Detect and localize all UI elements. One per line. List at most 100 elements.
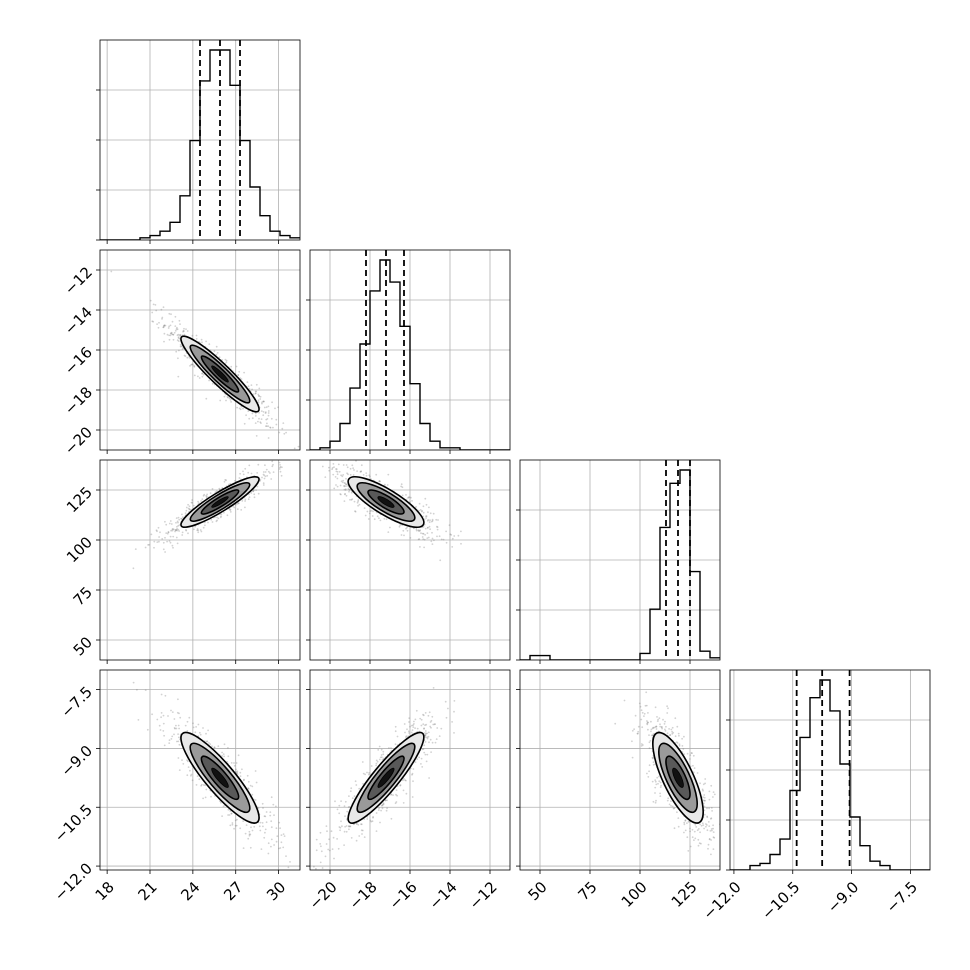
- scatter-panel-1-3: [306, 669, 511, 874]
- sample-point: [676, 725, 679, 728]
- panel-contents: [100, 250, 300, 454]
- sample-point: [631, 756, 634, 759]
- sample-point: [371, 515, 374, 517]
- sample-point: [344, 815, 346, 818]
- sample-point: [370, 509, 373, 512]
- sample-point: [343, 485, 346, 488]
- sample-point: [343, 830, 346, 833]
- sample-point: [185, 529, 187, 531]
- sample-point: [411, 796, 414, 798]
- sample-point: [183, 354, 186, 357]
- sample-point: [182, 763, 185, 765]
- sample-point: [623, 699, 626, 702]
- sample-point: [448, 524, 451, 527]
- x-tick-label: −12.0: [699, 878, 744, 923]
- sample-point: [659, 795, 662, 797]
- sample-point: [293, 447, 296, 450]
- sample-point: [694, 823, 697, 826]
- sample-point: [424, 741, 427, 743]
- sample-point: [194, 525, 197, 528]
- sample-point: [156, 541, 159, 543]
- sample-point: [336, 485, 339, 488]
- sample-point: [394, 730, 397, 733]
- sample-point: [652, 800, 655, 803]
- sample-point: [178, 518, 181, 521]
- sample-point: [266, 422, 268, 425]
- sample-point: [269, 814, 272, 817]
- sample-point: [422, 714, 425, 717]
- sample-point: [404, 731, 406, 734]
- sample-point: [425, 732, 427, 735]
- panel-frame: [99, 669, 301, 871]
- sample-point: [235, 762, 238, 764]
- sample-point: [710, 807, 713, 809]
- sample-point: [364, 514, 367, 517]
- sample-point: [162, 722, 165, 725]
- sample-point: [347, 473, 349, 476]
- sample-point: [445, 541, 448, 544]
- sample-point: [202, 784, 205, 786]
- sample-point: [651, 727, 654, 730]
- sample-point: [257, 401, 260, 404]
- sample-point: [185, 529, 188, 532]
- sample-point: [239, 775, 242, 778]
- sample-point: [413, 527, 415, 530]
- sample-point: [701, 822, 704, 825]
- sample-point: [154, 304, 157, 306]
- sample-point: [407, 497, 409, 499]
- sample-point: [366, 818, 369, 820]
- sample-point: [337, 463, 340, 466]
- sample-point: [341, 475, 344, 478]
- sample-point: [377, 749, 380, 751]
- sample-point: [213, 746, 216, 749]
- sample-point: [703, 794, 706, 796]
- sample-point: [676, 811, 678, 814]
- sample-point: [237, 754, 240, 757]
- sample-point: [668, 803, 671, 806]
- sample-point: [678, 743, 681, 746]
- sample-point: [200, 783, 203, 786]
- x-tick-label: 30: [263, 878, 289, 904]
- sample-point: [267, 410, 270, 412]
- sample-point: [216, 519, 219, 522]
- sample-point: [697, 844, 700, 847]
- sample-point: [188, 716, 191, 719]
- sample-point: [251, 417, 254, 420]
- sample-point: [419, 717, 422, 720]
- sample-point: [275, 805, 277, 808]
- sample-point: [433, 723, 436, 726]
- sample-point: [176, 339, 179, 342]
- sample-point: [206, 493, 209, 496]
- sample-point: [269, 426, 271, 429]
- sample-point: [375, 759, 378, 762]
- sample-point: [696, 772, 699, 774]
- sample-point: [171, 529, 174, 532]
- sample-point: [339, 493, 342, 495]
- sample-point: [334, 800, 336, 803]
- sample-point: [279, 466, 281, 469]
- sample-point: [376, 515, 379, 518]
- sample-point: [176, 711, 179, 714]
- sample-point: [239, 472, 242, 475]
- sample-point: [189, 769, 191, 772]
- sample-point: [206, 740, 209, 743]
- sample-point: [426, 532, 429, 534]
- sample-point: [186, 730, 189, 732]
- sample-point: [248, 496, 251, 498]
- sample-point: [267, 405, 270, 408]
- sample-point: [678, 744, 681, 747]
- sample-point: [160, 716, 163, 719]
- sample-point: [294, 452, 296, 454]
- sample-point: [237, 502, 240, 504]
- sample-point: [437, 519, 439, 521]
- sample-point: [208, 379, 211, 382]
- sample-point: [177, 333, 180, 336]
- sample-point: [427, 526, 429, 529]
- sample-point: [427, 731, 430, 734]
- sample-point: [330, 830, 333, 833]
- sample-point: [415, 529, 418, 532]
- sample-point: [671, 733, 674, 735]
- sample-point: [427, 519, 430, 521]
- sample-point: [262, 400, 265, 403]
- sample-point: [436, 528, 439, 531]
